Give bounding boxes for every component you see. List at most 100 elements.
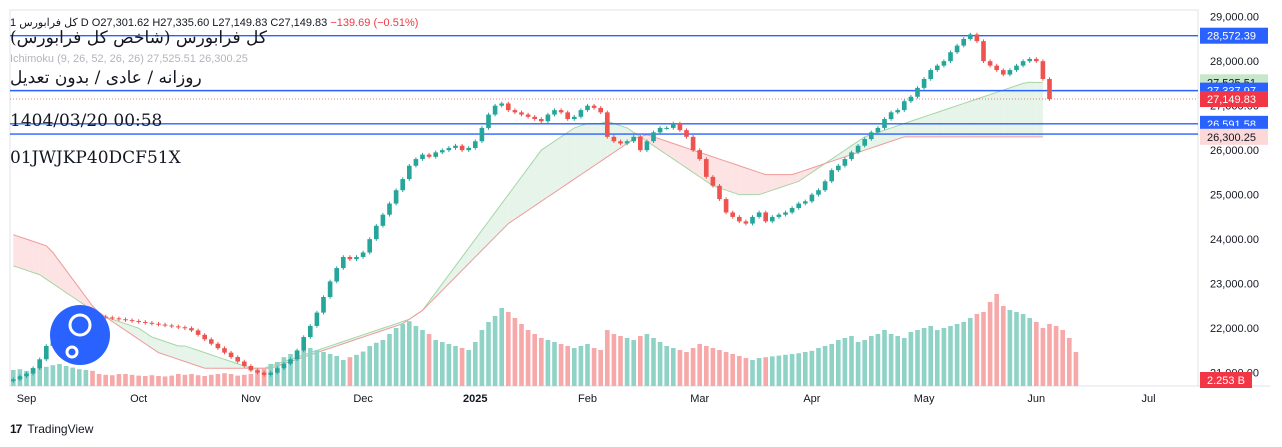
candle-body bbox=[103, 316, 109, 318]
volume-bar bbox=[70, 367, 76, 386]
volume-bar bbox=[90, 370, 95, 386]
cloud-segment bbox=[930, 112, 938, 137]
volume-bar bbox=[156, 376, 161, 386]
x-tick-label: Jul bbox=[1141, 393, 1155, 405]
cloud-segment bbox=[765, 174, 773, 193]
volume-bar bbox=[182, 374, 188, 386]
volume-bar bbox=[453, 346, 458, 386]
volume-bar bbox=[149, 375, 155, 386]
cloud-segment bbox=[719, 159, 727, 191]
volume-bar bbox=[400, 324, 406, 386]
cloud-segment bbox=[330, 343, 337, 349]
cloud-segment bbox=[739, 165, 746, 195]
volume-bar bbox=[875, 334, 881, 386]
volume-bar bbox=[1073, 352, 1079, 386]
cloud-segment bbox=[204, 352, 212, 369]
low-label: L bbox=[212, 17, 219, 29]
candle-body bbox=[598, 107, 604, 113]
candle-body bbox=[967, 34, 973, 39]
volume-bar bbox=[129, 374, 135, 386]
cloud-segment bbox=[561, 132, 568, 188]
cloud-segment bbox=[165, 341, 172, 358]
candle-body bbox=[360, 252, 366, 257]
y-tick-label: 22,000.00 bbox=[1210, 323, 1259, 335]
volume-bar bbox=[816, 348, 821, 386]
volume-bar bbox=[123, 374, 128, 386]
candle-body bbox=[30, 368, 36, 374]
y-tick-label: 23,000.00 bbox=[1210, 279, 1259, 291]
candle-body bbox=[367, 239, 373, 253]
candle-body bbox=[195, 330, 201, 335]
x-tick-label: Jun bbox=[1027, 393, 1045, 405]
volume-bar bbox=[103, 374, 109, 386]
cloud-segment bbox=[983, 94, 991, 137]
y-tick-label: 25,000.00 bbox=[1210, 190, 1259, 202]
volume-bar bbox=[387, 334, 392, 386]
candle-body bbox=[142, 321, 148, 323]
y-tick-label: 24,000.00 bbox=[1210, 234, 1259, 246]
cloud-segment bbox=[679, 145, 687, 168]
cloud-segment bbox=[792, 172, 799, 184]
cloud-segment bbox=[726, 161, 733, 193]
ohlc-header: 1 کل فرابورس D O27,301.62 H27,335.60 L27… bbox=[10, 16, 418, 29]
tradingview-logo-icon: 17 bbox=[10, 422, 22, 436]
candle-body bbox=[123, 319, 128, 321]
volume-bar bbox=[24, 370, 29, 386]
cloud-segment bbox=[237, 363, 245, 369]
candle-body bbox=[981, 41, 986, 62]
candle-body bbox=[294, 350, 300, 360]
cloud-segment bbox=[369, 330, 377, 335]
volume-bar bbox=[354, 354, 359, 386]
volume-bar bbox=[202, 376, 208, 386]
candle-body bbox=[512, 110, 518, 113]
ichimoku-value-2: 26,300.25 bbox=[198, 53, 248, 65]
volume-bar bbox=[769, 356, 775, 386]
candle-body bbox=[611, 136, 617, 142]
candle-body bbox=[406, 165, 412, 180]
candle-body bbox=[921, 78, 927, 88]
volume-bar bbox=[327, 354, 333, 386]
volume-bar bbox=[723, 352, 729, 386]
candle-body bbox=[525, 114, 531, 117]
cloud-segment bbox=[224, 359, 232, 369]
volume-bar bbox=[426, 334, 432, 386]
volume-bar bbox=[1000, 306, 1006, 386]
volume-bar bbox=[855, 342, 861, 386]
candle-body bbox=[677, 123, 683, 131]
volume-bar bbox=[1020, 314, 1026, 386]
candle-body bbox=[783, 212, 788, 215]
candle-body bbox=[862, 139, 868, 146]
cloud-segment bbox=[389, 323, 397, 329]
volume-bar bbox=[941, 328, 947, 386]
cloud-segment bbox=[455, 256, 463, 277]
candle-body bbox=[532, 116, 538, 120]
volume-bar bbox=[446, 344, 452, 386]
cloud-segment bbox=[785, 174, 793, 186]
cloud-segment bbox=[554, 136, 562, 193]
volume-bar bbox=[1060, 330, 1066, 386]
cloud-segment bbox=[349, 337, 357, 342]
volume-bar bbox=[558, 344, 564, 386]
volume-bar bbox=[901, 338, 907, 386]
candle-body bbox=[769, 216, 775, 222]
candle-body bbox=[565, 112, 571, 120]
cloud-segment bbox=[158, 339, 166, 355]
cloud-segment bbox=[574, 125, 581, 180]
volume-bar bbox=[717, 350, 722, 386]
volume-bar bbox=[829, 344, 835, 386]
cloud-segment bbox=[125, 323, 133, 335]
volume-bar bbox=[585, 344, 590, 386]
tradingview-branding[interactable]: 17 TradingView bbox=[10, 422, 93, 436]
candle-body bbox=[274, 368, 280, 373]
cloud-segment bbox=[171, 343, 179, 360]
candle-body bbox=[763, 212, 769, 222]
symbol-line: 1 کل فرابورس D bbox=[10, 17, 89, 29]
volume-bar bbox=[512, 318, 518, 386]
cloud-segment bbox=[323, 345, 331, 351]
overlay-subtitle: روزانه / عادی / بدون تعدیل bbox=[10, 68, 202, 88]
cloud-segment bbox=[211, 354, 218, 369]
volume-bar bbox=[208, 374, 214, 386]
volume-bar bbox=[169, 375, 175, 386]
candle-body bbox=[538, 119, 544, 122]
